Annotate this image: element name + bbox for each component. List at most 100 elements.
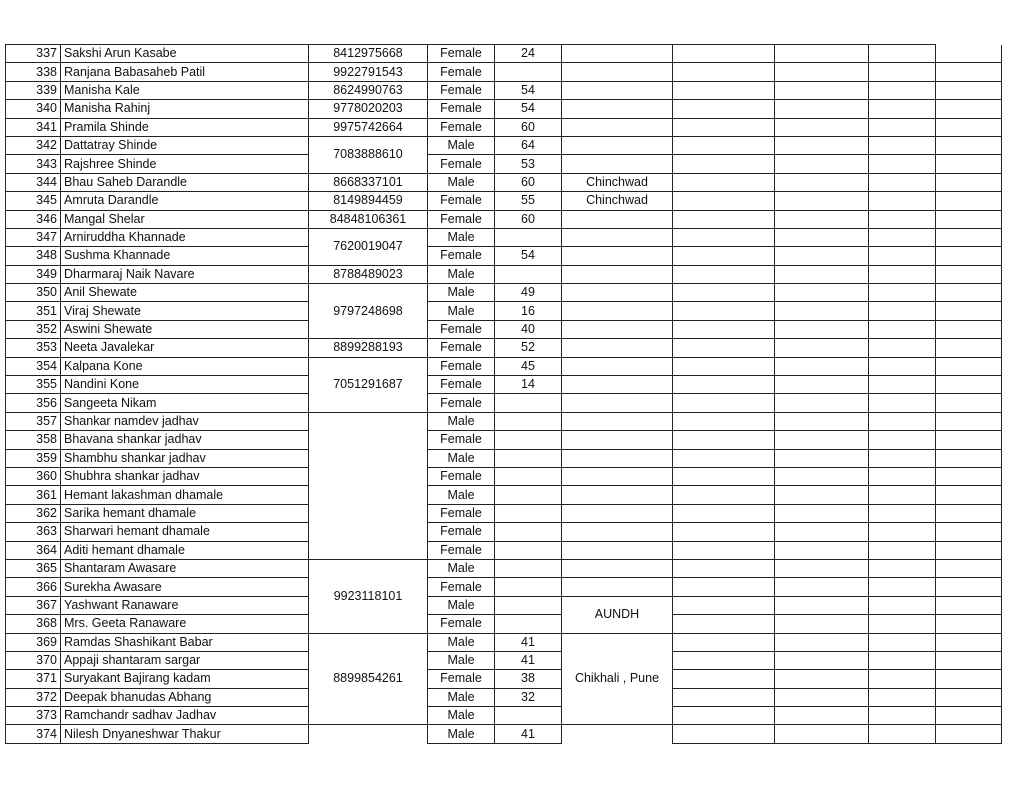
- place-cell: [561, 301, 673, 321]
- table-row: 361 Hemant lakashman dhamale Male: [5, 485, 1002, 505]
- name-cell: Viraj Shewate: [60, 301, 309, 321]
- phone-cell: 7083888610: [308, 135, 428, 174]
- gender-cell: Male: [427, 485, 495, 505]
- age-cell: 52: [494, 338, 562, 358]
- row-number-cell: 357: [5, 411, 61, 432]
- gender-cell: Male: [427, 301, 495, 321]
- age-cell: [494, 227, 562, 248]
- gender-cell: Female: [427, 154, 495, 174]
- age-cell: 14: [494, 375, 562, 395]
- gender-cell: Female: [427, 503, 495, 524]
- empty-cell: [868, 283, 936, 303]
- empty-cell: [868, 503, 936, 524]
- gender-cell: Male: [427, 595, 495, 616]
- age-cell: 54: [494, 246, 562, 266]
- row-number-cell: 365: [5, 558, 61, 579]
- gender-cell: Male: [427, 687, 495, 708]
- empty-cell: [672, 43, 775, 64]
- age-cell: 54: [494, 99, 562, 119]
- age-cell: 53: [494, 154, 562, 174]
- empty-cell: [672, 577, 775, 597]
- empty-cell: [672, 650, 775, 671]
- name-cell: Aswini Shewate: [60, 319, 309, 340]
- empty-cell: [935, 44, 1002, 64]
- empty-cell: [774, 393, 869, 413]
- row-number-cell: 360: [5, 466, 61, 487]
- phone-cell: 8899854261: [308, 632, 428, 726]
- table-row: 340 Manisha Rahinj 9778020203 Female 54: [5, 99, 1002, 119]
- phone-cell: 8899288193: [308, 338, 428, 358]
- row-number-cell: 367: [5, 595, 61, 616]
- empty-cell: [672, 540, 775, 560]
- empty-cell: [774, 540, 869, 560]
- age-cell: [494, 595, 562, 616]
- table-row: 345 Amruta Darandle 8149894459 Female 55 Chin…: [5, 191, 1002, 211]
- empty-cell: [672, 687, 775, 708]
- place-cell: [561, 540, 673, 560]
- gender-cell: Female: [427, 338, 495, 358]
- empty-cell: [935, 172, 1002, 193]
- empty-cell: [935, 191, 1002, 211]
- place-cell: [561, 338, 673, 358]
- table-row: 338 Ranjana Babasaheb Patil 9922791543 Fema…: [5, 62, 1002, 82]
- phone-cell: [308, 411, 428, 560]
- gender-cell: Male: [427, 227, 495, 248]
- empty-cell: [935, 485, 1002, 505]
- empty-cell: [774, 319, 869, 340]
- place-cell: [561, 430, 673, 450]
- age-cell: 55: [494, 191, 562, 211]
- name-cell: Anil Shewate: [60, 283, 309, 303]
- age-cell: 60: [494, 209, 562, 229]
- empty-cell: [935, 669, 1002, 689]
- empty-cell: [868, 43, 936, 64]
- row-number-cell: 355: [5, 375, 61, 395]
- gender-cell: Female: [427, 99, 495, 119]
- table-row: 342 Dattatray Shinde 7083888610 Male 64: [5, 135, 1002, 174]
- phone-cell: [308, 724, 428, 744]
- place-cell: [561, 558, 673, 579]
- empty-cell: [672, 522, 775, 542]
- empty-cell: [935, 338, 1002, 358]
- name-cell: Nilesh Dnyaneshwar Thakur: [60, 724, 309, 744]
- table-row: 372 Deepak bhanudas Abhang Male 32: [5, 687, 1002, 708]
- age-cell: 38: [494, 669, 562, 689]
- empty-cell: [935, 80, 1002, 101]
- name-cell: Rajshree Shinde: [60, 154, 309, 174]
- phone-cell: 9797248698: [308, 283, 428, 340]
- row-number-cell: 346: [5, 209, 61, 229]
- age-cell: 41: [494, 724, 562, 744]
- empty-cell: [868, 632, 936, 652]
- empty-cell: [935, 522, 1002, 542]
- name-cell: Mrs. Geeta Ranaware: [60, 614, 309, 634]
- name-cell: Ramchandr sadhav Jadhav: [60, 706, 309, 726]
- row-number-cell: 350: [5, 283, 61, 303]
- row-number-cell: 339: [5, 80, 61, 101]
- row-number-cell: 361: [5, 485, 61, 505]
- empty-cell: [774, 301, 869, 321]
- name-cell: Deepak bhanudas Abhang: [60, 687, 309, 708]
- gender-cell: Female: [427, 246, 495, 266]
- place-cell: [561, 724, 673, 744]
- empty-cell: [672, 393, 775, 413]
- empty-cell: [774, 595, 869, 616]
- empty-cell: [774, 264, 869, 285]
- table-row: 348 Sushma Khannade Female 54: [5, 246, 1002, 266]
- name-cell: Manisha Kale: [60, 80, 309, 101]
- age-cell: [494, 503, 562, 524]
- empty-cell: [868, 393, 936, 413]
- empty-cell: [935, 154, 1002, 174]
- empty-cell: [868, 375, 936, 395]
- place-cell: Chikhali , Pune: [561, 632, 673, 726]
- phone-cell: 8624990763: [308, 80, 428, 101]
- phone-cell: 8412975668: [308, 43, 428, 64]
- empty-cell: [672, 632, 775, 652]
- place-cell: [561, 393, 673, 413]
- gender-cell: Female: [427, 62, 495, 82]
- empty-cell: [774, 650, 869, 671]
- name-cell: Shankar namdev jadhav: [60, 411, 309, 432]
- empty-cell: [868, 430, 936, 450]
- gender-cell: Male: [427, 135, 495, 156]
- empty-cell: [935, 375, 1002, 395]
- name-cell: Amruta Darandle: [60, 191, 309, 211]
- place-cell: [561, 99, 673, 119]
